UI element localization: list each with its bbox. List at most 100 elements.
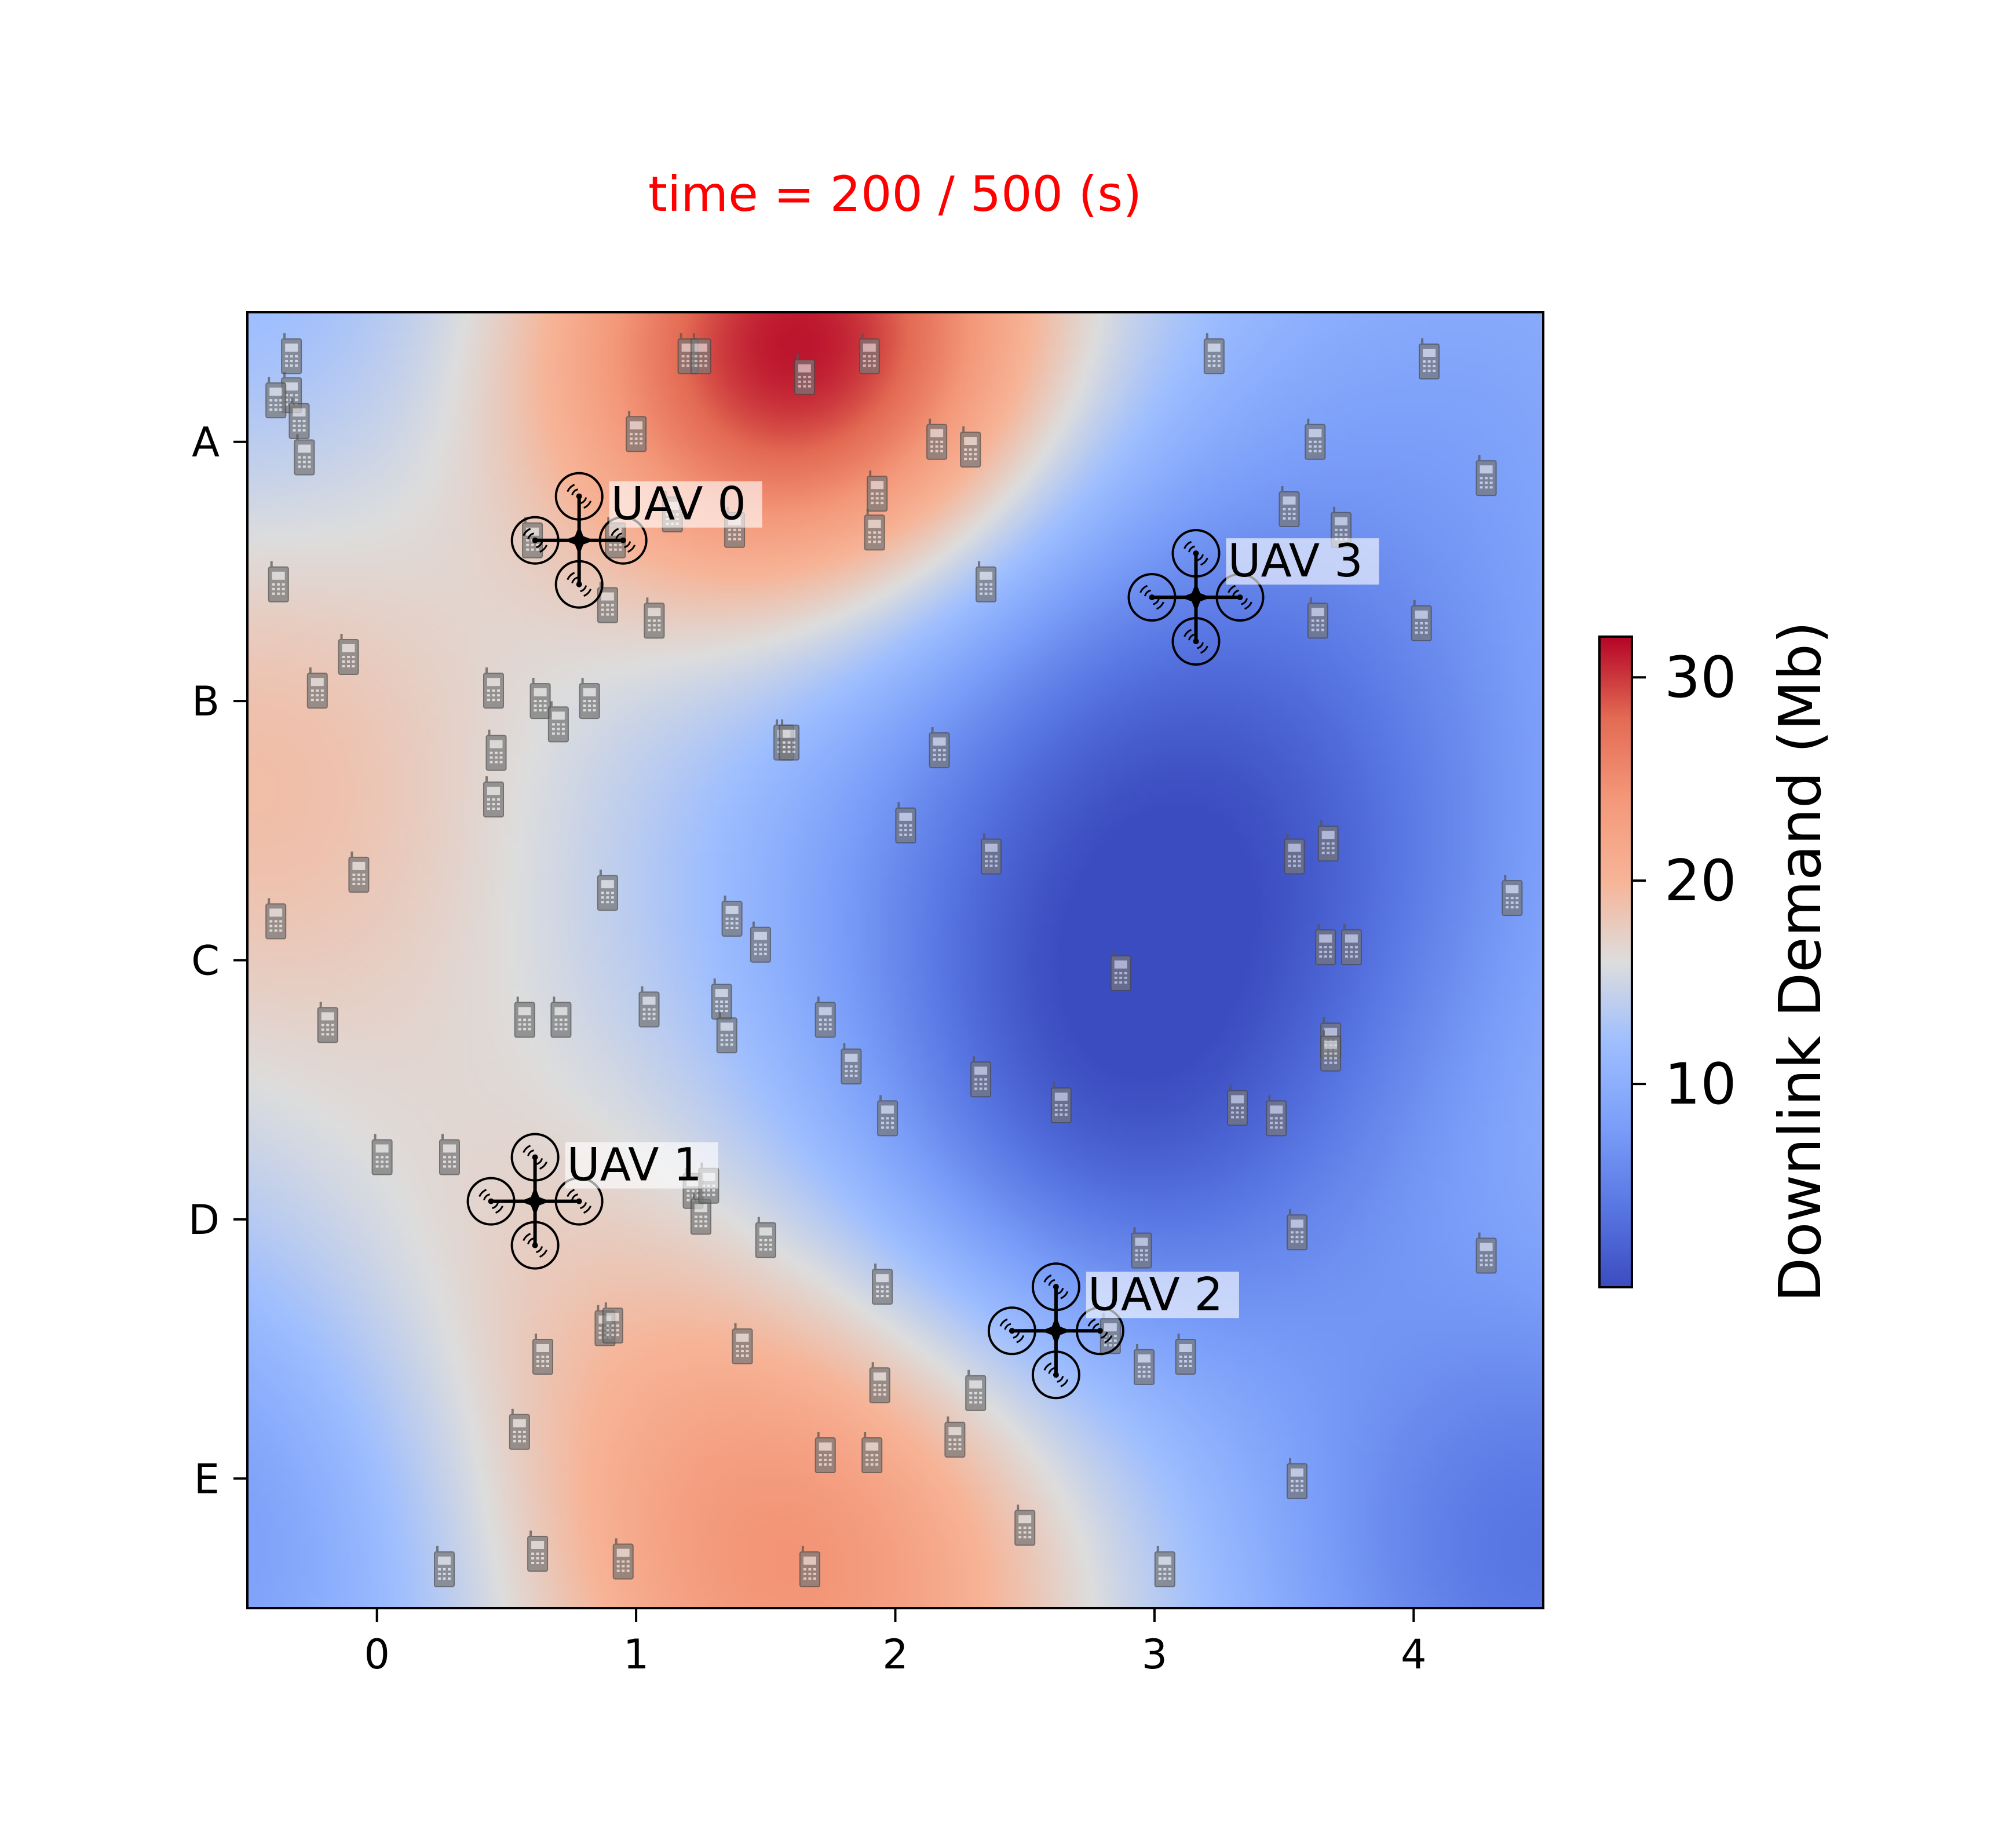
user-device-icon [316,1000,339,1044]
user-device-icon [625,410,648,453]
uav-marker [510,472,648,609]
colorbar-tick-label: 20 [1664,848,1737,914]
user-device-icon [638,985,660,1028]
user-device-icon [1265,1094,1288,1137]
user-device-icon [513,995,536,1039]
user-device-icon [1050,1081,1072,1124]
user-device-icon [749,920,772,963]
user-device-icon [980,832,1002,875]
y-tick-label: E [194,1455,220,1503]
colorbar-tick-label: 30 [1664,645,1737,711]
uav-marker [466,1133,604,1270]
user-device-icon [858,332,881,375]
user-device-icon [643,596,666,640]
user-device-icon [265,376,287,419]
uav-label-background [1086,1272,1239,1319]
user-device-icon [601,1301,624,1345]
user-device-icon [965,1368,987,1412]
user-device-icon [1475,1231,1497,1274]
user-device-icon [1133,1342,1155,1386]
colorbar-tick-label: 10 [1664,1051,1737,1117]
user-device-icon [731,1322,754,1365]
user-device-icon [596,868,619,912]
y-tick-label: B [192,678,220,725]
user-device-icon [1278,485,1301,528]
user-device-icon [550,995,572,1039]
user-device-icon [926,417,948,461]
y-tick-label: D [188,1196,220,1244]
user-device-icon [970,1055,992,1098]
user-device-icon [547,700,569,743]
user-device-icon [267,560,290,603]
x-tick-label: 4 [1401,1631,1427,1678]
user-device-icon [371,1133,393,1176]
user-device-icon [483,775,505,819]
user-device-icon [1475,454,1497,497]
colorbar-gradient [1598,636,1633,1288]
user-device-icon [1174,1332,1197,1375]
user-device-icon [306,666,328,710]
user-device-icon [798,1544,821,1588]
user-device-icon [1340,923,1363,966]
uav-markers: UAV 0 UAV 1 UAV 2 UAV 3 [466,472,1379,1400]
user-device-icon [1410,598,1433,642]
uav-label: UAV 2 [1088,1269,1223,1321]
user-device-icon [754,1215,777,1259]
uav-label: UAV 3 [1228,535,1363,587]
user-device-icon [529,677,551,720]
user-device-icon [1203,332,1225,375]
user-device-icon [1109,948,1132,992]
user-device-icon [944,1415,966,1459]
user-device-icon [975,560,998,603]
user-device-icon [793,352,816,396]
user-device-icon [1286,1456,1308,1500]
user-device-icon [1306,596,1329,640]
user-device-icon [1304,417,1327,461]
user-device-icon [1320,1029,1342,1072]
user-device-icon [863,508,886,552]
x-axis: 0 1 2 3 4 [364,1608,1427,1678]
user-device-icon [337,633,360,675]
user-device-icon [293,433,316,476]
user-device-icon [894,801,917,844]
user-device-icon [1317,819,1339,863]
user-device-icon [280,332,303,375]
user-device-icon [485,728,507,772]
uav-label: UAV 1 [567,1140,702,1192]
x-tick-label: 1 [623,1631,649,1678]
user-device-icon [868,1361,891,1404]
user-device-icon [1153,1544,1176,1588]
user-device-icon [532,1332,554,1375]
user-device-icon [814,995,837,1039]
uav-marker [1127,529,1265,666]
y-tick-label: C [191,937,220,985]
user-device-icon [483,666,505,710]
user-device-icon [866,469,889,513]
user-device-icon [871,1262,894,1306]
uav-label-background [1226,538,1379,585]
colorbar-label: Downlink Demand (Mb) [1766,621,1834,1302]
user-device-icon [928,726,951,769]
user-device-icon [521,516,544,559]
user-device-icon [1418,337,1441,380]
user-device-icon [508,1407,531,1451]
user-device-icon [578,677,601,720]
user-device-icon [1130,1226,1153,1269]
user-device-icon [715,1011,738,1054]
x-tick-label: 0 [364,1631,390,1678]
chart-title: time = 200 / 500 (s) [648,166,1142,222]
user-device-icon [439,1133,461,1176]
user-device-icon [348,850,370,893]
user-device-icon [1283,832,1306,875]
uav-label-background [565,1142,718,1189]
user-device-icon [814,1431,837,1474]
y-axis: A B C D E [188,419,247,1503]
user-device-icon [612,1537,634,1580]
colorbar: 10 20 30 Downlink Demand (Mb) [1598,621,1834,1302]
user-device-icon [1314,923,1337,966]
user-device-icon [861,1431,883,1474]
user-device-icon [721,894,743,937]
x-tick-label: 2 [882,1631,908,1678]
user-device-icon [265,897,287,940]
